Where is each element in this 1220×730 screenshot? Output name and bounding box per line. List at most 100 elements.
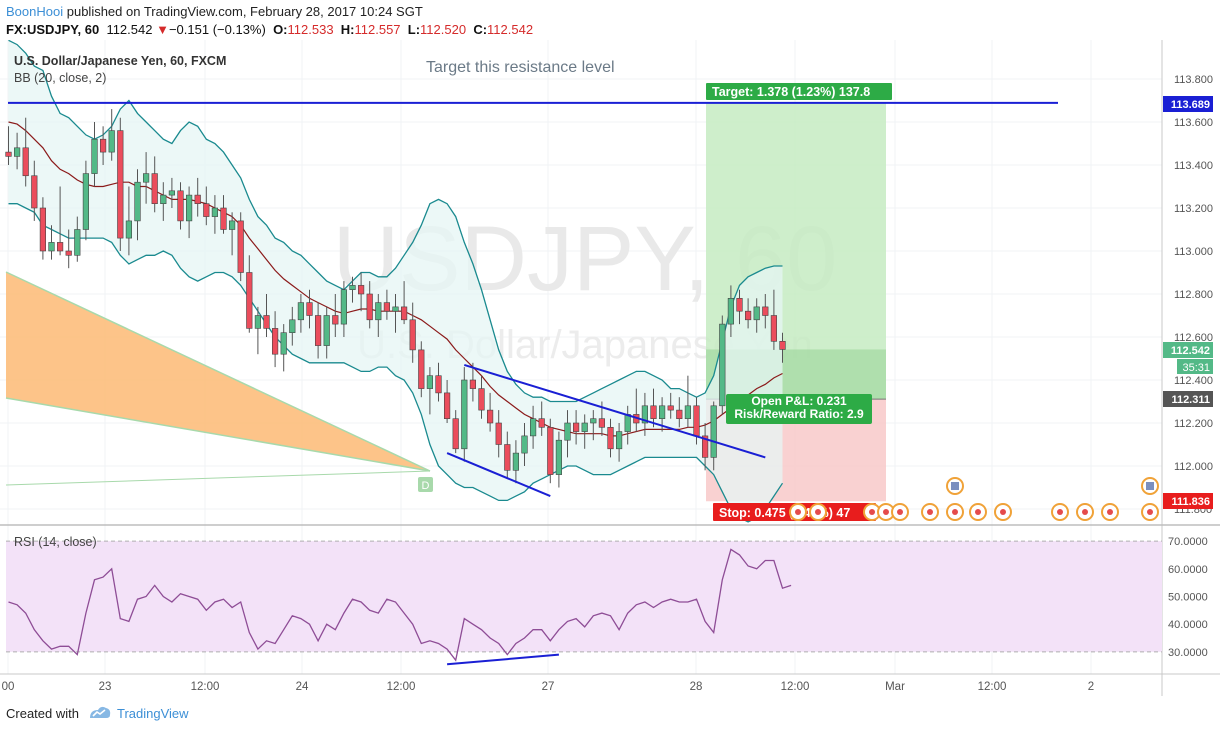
- candle-body: [744, 310, 752, 321]
- dividend-marker-box[interactable]: [418, 477, 433, 492]
- candle-body: [452, 418, 459, 450]
- rsi-divergence-line: [447, 653, 559, 666]
- author-link[interactable]: BoonHooi: [6, 4, 64, 19]
- candle-body: [229, 220, 236, 230]
- entry-badge-value: 112.311: [1171, 394, 1210, 406]
- time-tick-label: Mar: [885, 681, 905, 693]
- candle-body: [478, 388, 485, 411]
- event-icon-dot: [1147, 509, 1153, 515]
- candle-body: [461, 379, 468, 450]
- rsi-indicator[interactable]: [6, 540, 1162, 666]
- last-price-badge-value: 112.542: [1171, 345, 1210, 357]
- rsi-tick-label: 60.0000: [1168, 564, 1208, 576]
- candle-body: [719, 323, 726, 407]
- high-value: 112.557: [354, 22, 401, 37]
- candle-body: [168, 190, 176, 196]
- event-flag: [951, 482, 959, 490]
- time-tick-label: 24: [296, 681, 309, 693]
- rsi-axis[interactable]: 70.0000 60.0000 50.0000 40.0000 30.0000: [1168, 536, 1208, 659]
- annotation-resistance[interactable]: Target this resistance level: [426, 59, 615, 76]
- publish-info: published on TradingView.com, February 2…: [66, 4, 423, 19]
- price-axis[interactable]: 113.800 113.600 113.400 113.200 113.000 112.8…: [1174, 74, 1213, 516]
- candle-body: [676, 409, 683, 420]
- candle-body: [65, 250, 72, 256]
- event-icon-dot: [883, 509, 889, 515]
- event-icon-dot: [795, 509, 801, 515]
- pnl-label: Open P&L: 0.231: [751, 394, 847, 408]
- close-label: C:: [473, 22, 488, 37]
- candle-body: [400, 306, 408, 321]
- event-icon-dot: [927, 509, 933, 515]
- candle-body: [332, 315, 339, 325]
- candle-body: [31, 175, 38, 209]
- candle-body: [486, 409, 494, 424]
- symbol-line: FX:USDJPY, 60 112.542 ▼−0.151 (−0.13%) O…: [6, 22, 533, 37]
- candle-body: [143, 173, 150, 183]
- last-price-badge: [1163, 342, 1213, 358]
- candle-body: [177, 190, 184, 222]
- target-label: Target: 1.378 (1.23%) 137.8: [712, 85, 870, 99]
- candle-body: [357, 285, 365, 295]
- tradingview-logo-icon[interactable]: [88, 704, 112, 722]
- candle-body: [48, 242, 55, 252]
- candle-body: [323, 315, 330, 346]
- countdown-badge: [1177, 359, 1213, 374]
- rsi-tick-label: 40.0000: [1168, 619, 1208, 631]
- candle-body: [641, 405, 648, 424]
- candle-body: [134, 181, 141, 222]
- chart-canvas[interactable]: USDJPY, 60 U.S. Dollar/Japanese Yen U.S.…: [0, 40, 1220, 700]
- event-icon-dot: [897, 509, 903, 515]
- bollinger-lower: [8, 203, 784, 523]
- economic-events[interactable]: [789, 477, 1159, 521]
- candle-body: [762, 306, 769, 316]
- candle-body: [504, 444, 511, 471]
- time-tick-label: 12:00: [781, 681, 810, 693]
- candle-body: [211, 207, 219, 217]
- time-axis[interactable]: 00 23 12:00 24 12:00 27 28 12:00 Mar 12:00 2: [2, 681, 1095, 693]
- candle-body: [418, 349, 425, 389]
- bollinger-upper: [8, 40, 783, 403]
- time-tick-label: 23: [99, 681, 112, 693]
- last-price: 112.542: [106, 22, 153, 37]
- candle-body: [590, 418, 597, 424]
- candle-body: [529, 418, 537, 437]
- candles[interactable]: [5, 109, 786, 488]
- publish-line: BoonHooi published on TradingView.com, F…: [6, 4, 423, 19]
- candle-body: [736, 297, 743, 312]
- tradingview-link[interactable]: TradingView: [117, 706, 189, 721]
- trendlines[interactable]: [8, 101, 1058, 498]
- event-icon-dot: [1057, 509, 1063, 515]
- candle-body: [263, 315, 270, 329]
- candle-body: [779, 340, 786, 350]
- candle-body: [117, 130, 124, 239]
- event-icon-dot: [975, 509, 981, 515]
- candle-body: [14, 147, 21, 157]
- candle-body: [607, 426, 614, 450]
- fan-drawing[interactable]: [5, 271, 431, 486]
- candle-body: [443, 392, 451, 419]
- time-tick-label: 27: [542, 681, 555, 693]
- entry-badge: [1163, 391, 1213, 407]
- stop-badge: [1163, 493, 1213, 509]
- price-tick-label: 113.400: [1174, 160, 1213, 172]
- stop-label: Stop: 0.475 (0.42%) 47: [719, 506, 850, 520]
- chart-header: BoonHooi published on TradingView.com, F…: [0, 0, 1220, 40]
- candle-body: [91, 138, 98, 174]
- event-flag: [1146, 482, 1154, 490]
- fan-line-upper: [5, 271, 431, 472]
- candle-body: [22, 147, 29, 177]
- price-tick-label: 112.600: [1174, 332, 1213, 344]
- price-tick-label: 112.200: [1174, 418, 1213, 430]
- candle-body: [108, 130, 115, 153]
- open-value: 112.533: [287, 22, 334, 37]
- price-tick-label: 113.600: [1174, 117, 1213, 129]
- candle-body: [598, 418, 605, 428]
- event-icon-dot: [1000, 509, 1006, 515]
- candle-body: [572, 422, 580, 432]
- rsi-tick-label: 70.0000: [1168, 536, 1208, 548]
- dividend-marker: D: [422, 480, 430, 492]
- candle-body: [100, 138, 107, 153]
- time-tick-label: 00: [2, 681, 15, 693]
- candle-body: [254, 315, 262, 329]
- countdown-value: 35:31: [1182, 362, 1210, 374]
